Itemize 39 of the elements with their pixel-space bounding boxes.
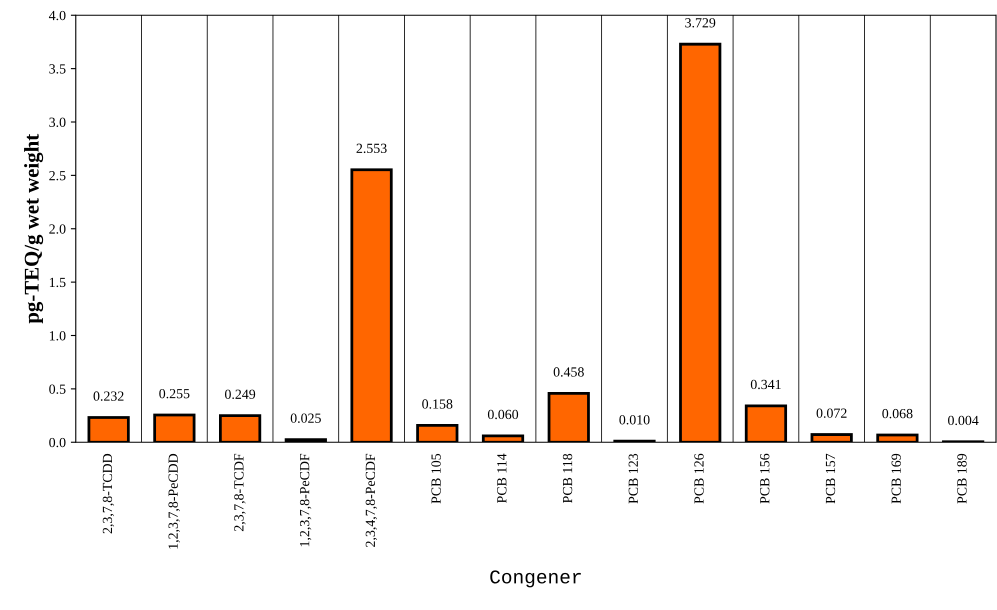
data-label: 2.553 [356, 144, 387, 154]
data-label: 3.729 [685, 18, 716, 28]
data-label: 0.341 [750, 380, 781, 390]
data-label: 0.158 [422, 399, 452, 409]
data-label: 0.232 [94, 391, 124, 401]
y-tick-label: 3.5 [49, 64, 66, 74]
y-tick-label: 2.0 [49, 224, 66, 234]
x-tick-label: PCB 118 [562, 454, 572, 503]
y-tick-label: 1.5 [50, 278, 66, 288]
y-tick-label: 0.5 [49, 384, 66, 394]
x-tick-label: 2,3,7,8-TCDF [234, 454, 246, 532]
data-label: 0.072 [816, 408, 847, 418]
x-tick-label: PCB 126 [694, 454, 704, 504]
data-label: 0.249 [225, 390, 256, 400]
y-tick-label: 0.0 [49, 438, 66, 448]
data-label: 0.458 [554, 367, 584, 377]
x-tick-label: 2,3,4,7,8-PeCDF [366, 454, 378, 547]
y-tick-label: 3.0 [49, 118, 66, 128]
y-tick-label: 2.5 [49, 170, 66, 180]
x-tick-label: PCB 114 [497, 454, 506, 503]
data-label: 0.010 [619, 415, 650, 425]
data-label: 0.060 [488, 410, 518, 420]
data-label: 0.004 [948, 416, 979, 426]
y-tick-label: 4.0 [48, 10, 66, 20]
data-label: 0.068 [882, 408, 912, 418]
x-tick-label: 2,3,7,8-TCDD [102, 454, 114, 534]
y-tick-label: 1.0 [50, 331, 66, 341]
x-tick-label: PCB 189 [957, 454, 967, 504]
data-label: 0.025 [290, 414, 321, 423]
x-tick-label: PCB 169 [892, 454, 901, 504]
x-axis-title: Congener [490, 570, 581, 588]
x-tick-label: PCB 105 [431, 454, 441, 504]
x-tick-label: 1,2,3,7,8-PeCDF [300, 454, 312, 546]
y-axis-title: pg-TEQ/g wet weight [24, 134, 44, 324]
x-tick-label: PCB 156 [760, 454, 770, 504]
x-tick-label: 1,2,3,7,8-PeCDD [168, 454, 180, 549]
data-label: 0.255 [159, 388, 190, 398]
x-tick-label: PCB 123 [628, 454, 638, 504]
x-tick-label: PCB 157 [826, 454, 836, 504]
